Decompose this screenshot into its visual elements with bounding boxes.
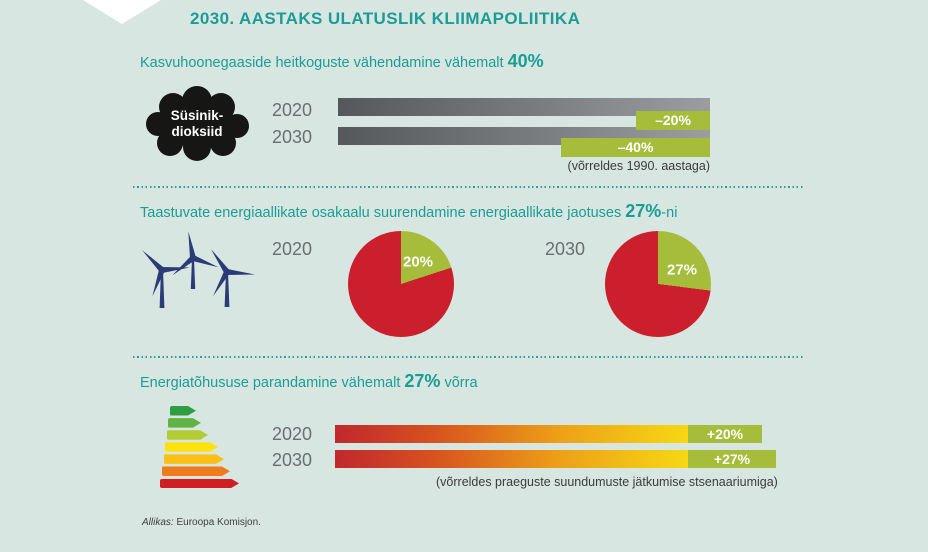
pie-2020-label: 20% [402,253,434,271]
s2-year-2020: 2020 [272,239,313,259]
energy-arrow-3 [167,430,208,440]
pie-2030: 27% [605,231,711,337]
pie-2020-chart [348,231,454,337]
s3-bar-2020: +20% [335,425,762,443]
section2-heading-text: Taastuvate energiaallikate osakaalu suur… [140,205,626,221]
energy-arrow-5 [164,454,224,464]
energy-arrow-4 [165,442,218,452]
energy-arrow-2 [168,418,201,428]
pie-2030-chart [605,231,711,337]
source-value: Euroopa Komisjon. [173,517,261,528]
s1-bar-2020 [338,98,710,116]
separator-2 [133,356,805,358]
s3-note: (võrreldes praeguste suundumuste jätkumi… [436,475,778,489]
section2-heading: Taastuvate energiaallikate osakaalu suur… [140,201,677,222]
pie-2020: 20% [348,231,454,337]
source-label: Allikas: [142,517,174,528]
wind-turbines-icon [133,226,261,326]
energy-label-icon [160,406,242,491]
energy-arrow-7 [160,479,239,489]
section1-heading-percent: 40% [507,51,544,71]
pie-2030-label: 27% [666,261,698,279]
section1-heading: Kasvuhoonegaaside heitkoguste vähendamin… [140,51,544,72]
section3-heading: Energiatõhususe parandamine vähemalt 27%… [140,371,478,392]
decorative-diamond [83,0,161,24]
section3-heading-percent: 27% [404,371,441,391]
s1-year-2030: 2030 [272,127,313,147]
s3-bar-2030-gradient [335,450,688,468]
section2-heading-percent: 27% [625,201,662,221]
cloud-label-line1: Süsinik- [170,108,224,123]
cloud-label-line2: dioksiid [171,124,223,139]
energy-arrow-6 [162,466,230,476]
s1-note: (võrreldes 1990. aastaga) [567,159,710,173]
s3-year-2020: 2020 [272,424,313,444]
co2-cloud-icon: Süsinik- dioksiid [143,86,251,162]
page-title: 2030. AASTAKS ULATUSLIK KLIIMAPOLIITIKA [190,9,581,28]
section3-heading-suffix: võrra [440,375,478,391]
cloud-label: Süsinik- dioksiid [143,108,251,140]
s3-year-2030: 2030 [272,450,313,470]
separator-1 [133,186,805,188]
s1-badge-minus40: –40% [561,138,710,157]
s1-year-2020: 2020 [272,100,313,120]
section1-heading-text: Kasvuhoonegaaside heitkoguste vähendamin… [140,55,508,71]
s2-year-2030: 2030 [545,239,586,259]
source-line: Allikas: Euroopa Komisjon. [142,517,261,528]
s3-badge-plus27: +27% [688,450,776,468]
section2-heading-suffix: -ni [661,205,678,221]
s3-bar-2020-gradient [335,425,688,443]
energy-arrow-1 [170,406,196,416]
s3-badge-plus20: +20% [688,425,762,443]
s1-badge-minus20: –20% [636,111,710,130]
s3-bar-2030: +27% [335,450,776,468]
section3-heading-text: Energiatõhususe parandamine vähemalt [140,375,405,391]
